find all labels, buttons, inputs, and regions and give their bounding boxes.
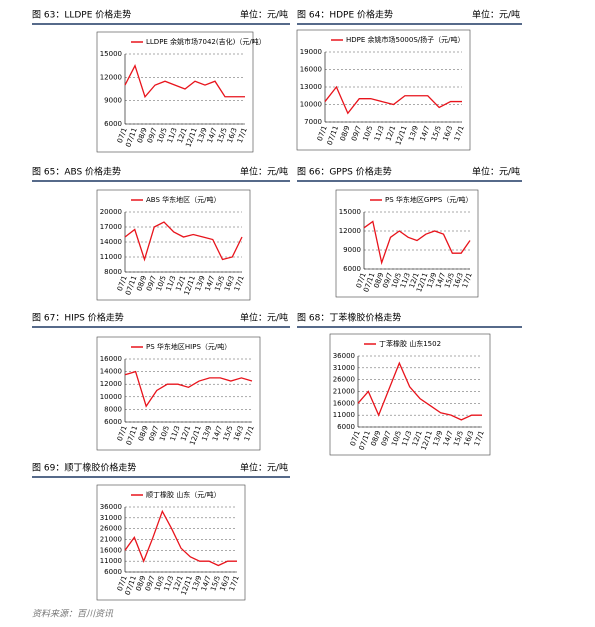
y-tick-label: 6000 <box>104 568 122 576</box>
y-tick-label: 15000 <box>339 208 361 216</box>
unit-label: 单位：元/吨 <box>240 312 288 324</box>
y-tick-label: 10000 <box>100 393 122 401</box>
chart-frame <box>96 189 251 301</box>
chart-frame <box>96 484 246 601</box>
y-tick-label: 19000 <box>300 48 322 56</box>
legend-label: PS 华东地区GPPS（元/吨） <box>385 195 473 204</box>
y-tick-label: 7000 <box>304 118 322 126</box>
price-line <box>363 220 471 266</box>
y-tick-label: 14000 <box>100 368 122 376</box>
y-tick-label: 13000 <box>300 83 322 91</box>
y-tick-label: 16000 <box>100 546 122 554</box>
figure-caption: 图 66：GPPS 价格走势 <box>297 166 392 178</box>
price-line <box>357 361 482 421</box>
figure-caption: 图 63：LLDPE 价格走势 <box>32 9 131 21</box>
price-line <box>124 370 253 408</box>
unit-label: 单位：元/吨 <box>240 166 288 178</box>
y-tick-label: 36000 <box>100 503 122 511</box>
chart-frame <box>296 29 471 151</box>
price-line <box>124 509 237 567</box>
y-tick-label: 20000 <box>100 208 122 216</box>
y-tick-label: 15000 <box>100 50 122 58</box>
y-tick-label: 12000 <box>100 380 122 388</box>
footer: 资料来源：百川资讯 <box>32 609 114 620</box>
y-tick-label: 11000 <box>333 411 355 419</box>
y-tick-label: 16000 <box>333 399 355 407</box>
unit-label: 单位：元/吨 <box>240 9 288 21</box>
y-tick-label: 11000 <box>100 253 122 261</box>
figure-caption: 图 67：HIPS 价格走势 <box>32 312 124 324</box>
y-tick-label: 16000 <box>300 66 322 74</box>
price-line <box>324 85 462 115</box>
y-tick-label: 8000 <box>104 405 122 413</box>
y-tick-label: 21000 <box>333 388 355 396</box>
y-tick-label: 16000 <box>100 355 122 363</box>
figure-caption: 图 69：顺丁橡胶价格走势 <box>32 462 136 474</box>
y-tick-label: 11000 <box>100 557 122 565</box>
figure-caption: 图 68：丁苯橡胶价格走势 <box>297 312 401 324</box>
y-tick-label: 21000 <box>100 536 122 544</box>
legend-label: 丁苯橡胶 山东1502 <box>379 339 441 348</box>
y-tick-label: 9000 <box>343 246 361 254</box>
legend-label: LLDPE 余姚市场7042(吉化)（元/吨） <box>146 37 266 46</box>
y-tick-label: 26000 <box>100 525 122 533</box>
figure-caption: 图 65：ABS 价格走势 <box>32 166 121 178</box>
unit-label: 单位：元/吨 <box>240 462 288 474</box>
legend-label: PS 华东地区HIPS（元/吨） <box>146 342 231 351</box>
price-line <box>124 63 245 99</box>
chart-frame <box>96 336 261 451</box>
figure-caption: 图 64：HDPE 价格走势 <box>297 9 393 21</box>
y-tick-label: 12000 <box>339 227 361 235</box>
legend-label: HDPE 余姚市场5000S/扬子（元/吨） <box>346 35 465 44</box>
y-tick-label: 14000 <box>100 238 122 246</box>
y-tick-label: 9000 <box>104 97 122 105</box>
price-line <box>124 221 243 262</box>
y-tick-label: 10000 <box>300 101 322 109</box>
unit-label: 单位：元/吨 <box>472 166 520 178</box>
y-tick-label: 31000 <box>100 514 122 522</box>
y-tick-label: 6000 <box>337 423 355 431</box>
y-tick-label: 6000 <box>104 120 122 128</box>
y-tick-label: 26000 <box>333 376 355 384</box>
y-tick-label: 31000 <box>333 364 355 372</box>
chart-frame <box>329 333 491 456</box>
y-tick-label: 8000 <box>104 268 122 276</box>
legend-label: ABS 华东地区（元/吨） <box>146 195 221 204</box>
y-tick-label: 6000 <box>343 265 361 273</box>
y-tick-label: 17000 <box>100 223 122 231</box>
unit-label: 单位：元/吨 <box>472 9 520 21</box>
y-tick-label: 12000 <box>100 73 122 81</box>
y-tick-label: 6000 <box>104 418 122 426</box>
legend-label: 顺丁橡胶 山东（元/吨） <box>146 490 221 499</box>
chart-frame <box>96 31 254 153</box>
chart-frame <box>335 189 479 298</box>
y-tick-label: 36000 <box>333 352 355 360</box>
